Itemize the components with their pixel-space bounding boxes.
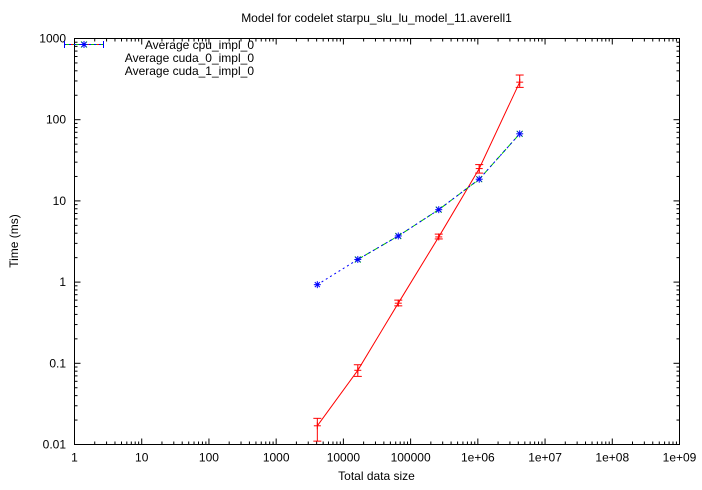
series-average-cuda-1-impl-0 xyxy=(313,130,524,289)
x-axis-label: Total data size xyxy=(338,469,415,483)
series-average-cuda-0-impl-0 xyxy=(354,130,524,263)
y-tick-label: 0.1 xyxy=(49,356,66,370)
series-average-cpu-impl-0 xyxy=(313,74,524,442)
y-tick-label: 1 xyxy=(59,275,66,289)
y-tick-label: 1000 xyxy=(39,32,66,46)
legend-item: Average cuda_0_impl_0 xyxy=(62,41,260,65)
series-line xyxy=(316,81,521,427)
y-tick-label: 100 xyxy=(46,113,66,127)
x-tick-label: 1e+09 xyxy=(663,451,697,465)
plot-border xyxy=(74,38,680,445)
y-tick-label: 10 xyxy=(53,194,67,208)
y-axis-ticks: 0.01 0.1 1 10 100 1000 xyxy=(39,32,680,452)
chart-title: Model for codelet starpu_slu_lu_model_11… xyxy=(241,11,512,25)
x-tick-label: 1e+07 xyxy=(528,451,562,465)
x-tick-label: 10000 xyxy=(327,451,361,465)
legend-label: Average cuda_0_impl_0 xyxy=(124,50,254,65)
series-line xyxy=(317,133,521,286)
x-tick-label: 1e+08 xyxy=(595,451,629,465)
x-tick-label: 100 xyxy=(199,451,219,465)
x-tick-label: 1 xyxy=(71,451,78,465)
x-tick-label: 1e+06 xyxy=(461,451,495,465)
x-tick-label: 1000 xyxy=(263,451,290,465)
x-tick-label: 10 xyxy=(135,451,149,465)
legend: Average cpu_impl_0 Average cuda_0_impl_0 A… xyxy=(62,37,260,78)
legend-label: Average cpu_impl_0 xyxy=(144,37,254,52)
series-line xyxy=(357,133,521,260)
y-tick-label: 0.01 xyxy=(43,438,67,452)
x-tick-label: 100000 xyxy=(391,451,431,465)
legend-sample-star-icon xyxy=(64,41,104,48)
legend-label: Average cuda_1_impl_0 xyxy=(124,63,254,78)
x-axis-ticks: 1 10 100 1000 10000 100000 1e+06 1e+07 1e+08 1e+0… xyxy=(71,38,697,465)
y-axis-label: Time (ms) xyxy=(7,214,21,268)
legend-item: Average cuda_1_impl_0 xyxy=(62,41,260,78)
